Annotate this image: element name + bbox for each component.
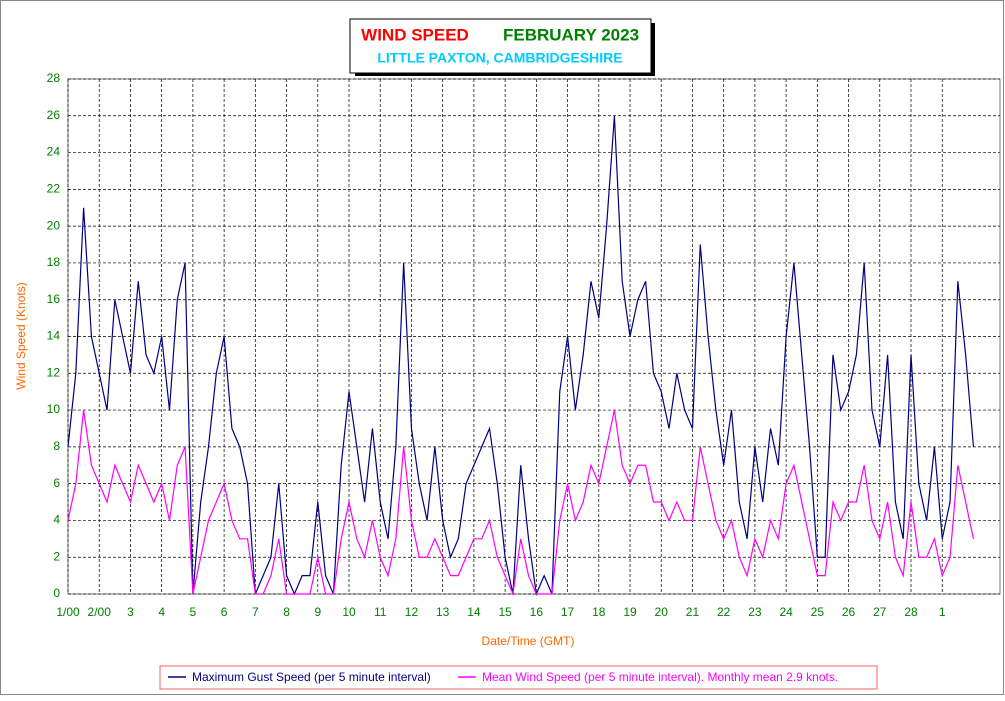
x-tick-label: 16 bbox=[530, 605, 544, 619]
x-tick-label: 13 bbox=[436, 605, 450, 619]
x-tick-label: 25 bbox=[811, 605, 825, 619]
y-tick-label: 18 bbox=[47, 255, 61, 269]
y-tick-label: 16 bbox=[47, 292, 61, 306]
y-axis-label: Wind Speed (Knots) bbox=[14, 282, 28, 389]
y-tick-label: 12 bbox=[47, 365, 61, 379]
chart-subtitle: LITTLE PAXTON, CAMBRIDGESHIRE bbox=[377, 50, 622, 66]
title-box bbox=[349, 18, 652, 74]
y-tick-label: 14 bbox=[47, 329, 61, 343]
y-tick-label: 4 bbox=[53, 513, 60, 527]
x-tick-label: 8 bbox=[283, 605, 290, 619]
y-tick-label: 8 bbox=[53, 439, 60, 453]
legend-label: Mean Wind Speed (per 5 minute interval).… bbox=[482, 670, 838, 684]
x-tick-label: 23 bbox=[748, 605, 762, 619]
legend-label: Maximum Gust Speed (per 5 minute interva… bbox=[192, 670, 431, 684]
x-tick-label: 28 bbox=[904, 605, 918, 619]
x-tick-label: 12 bbox=[405, 605, 419, 619]
x-tick-label: 17 bbox=[561, 605, 575, 619]
x-tick-label: 15 bbox=[498, 605, 512, 619]
x-tick-label: 2/00 bbox=[88, 605, 112, 619]
series-line bbox=[67, 115, 975, 597]
x-tick-label: 3 bbox=[127, 605, 134, 619]
y-tick-label: 2 bbox=[53, 549, 60, 563]
x-tick-label: 21 bbox=[686, 605, 700, 619]
y-tick-label: 22 bbox=[47, 182, 61, 196]
y-tick-label: 26 bbox=[47, 108, 61, 122]
y-tick-label: 0 bbox=[53, 586, 60, 600]
x-tick-label: 14 bbox=[467, 605, 481, 619]
legend-box bbox=[159, 665, 878, 690]
x-tick-label: 18 bbox=[592, 605, 606, 619]
x-tick-label: 20 bbox=[655, 605, 669, 619]
y-tick-label: 24 bbox=[47, 145, 61, 159]
x-tick-label: 26 bbox=[842, 605, 856, 619]
series-line bbox=[67, 409, 975, 597]
x-tick-label: 10 bbox=[342, 605, 356, 619]
x-tick-label: 6 bbox=[221, 605, 228, 619]
x-tick-label: 7 bbox=[252, 605, 259, 619]
x-tick-label: 9 bbox=[314, 605, 321, 619]
y-tick-label: 10 bbox=[47, 402, 61, 416]
x-tick-label: 5 bbox=[190, 605, 197, 619]
x-tick-label: 27 bbox=[873, 605, 887, 619]
x-tick-label: 11 bbox=[374, 605, 387, 619]
y-tick-label: 6 bbox=[53, 476, 60, 490]
x-tick-label: 22 bbox=[717, 605, 731, 619]
y-tick-label: 28 bbox=[47, 71, 61, 85]
x-tick-label: 19 bbox=[623, 605, 637, 619]
x-axis-label: Date/Time (GMT) bbox=[482, 634, 575, 648]
x-tick-label: 4 bbox=[158, 605, 165, 619]
chart-period: FEBRUARY 2023 bbox=[503, 25, 639, 44]
x-tick-label: 1/00 bbox=[56, 605, 80, 619]
y-tick-label: 20 bbox=[47, 218, 61, 232]
chart-title: WIND SPEED bbox=[361, 25, 469, 44]
x-tick-label: 24 bbox=[779, 605, 793, 619]
x-tick-label: 1 bbox=[939, 605, 946, 619]
